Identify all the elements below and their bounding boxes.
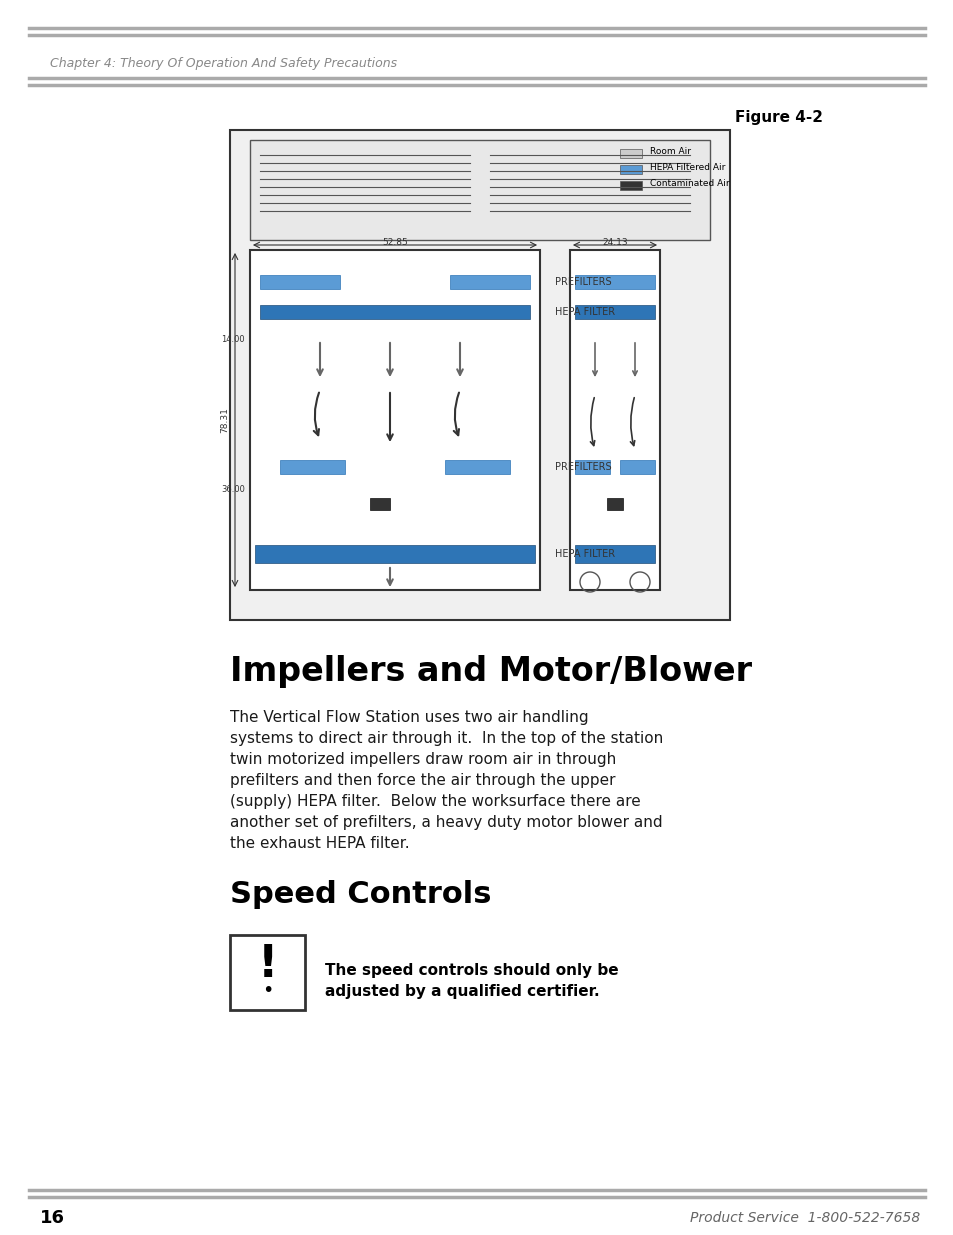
Text: 78.31: 78.31 [220, 408, 230, 433]
Text: Speed Controls: Speed Controls [230, 881, 491, 909]
Text: 52.85: 52.85 [382, 238, 408, 247]
Bar [619, 459, 655, 474]
Bar [575, 305, 655, 319]
Bar [606, 498, 622, 510]
Bar [280, 459, 345, 474]
Text: HEPA Filtered Air: HEPA Filtered Air [649, 163, 724, 172]
Text: HEPA FILTER: HEPA FILTER [555, 550, 615, 559]
Text: Chapter 4: Theory Of Operation And Safety Precautions: Chapter 4: Theory Of Operation And Safet… [50, 57, 396, 70]
Bar [230, 935, 305, 1010]
Bar [260, 305, 530, 319]
Bar [619, 182, 641, 190]
Text: Contaminated Air: Contaminated Air [649, 179, 729, 188]
Text: The speed controls should only be
adjusted by a qualified certifier.: The speed controls should only be adjust… [325, 963, 618, 999]
Text: The Vertical Flow Station uses two air handling
systems to direct air through it: The Vertical Flow Station uses two air h… [230, 710, 662, 851]
Bar [230, 130, 729, 620]
Bar [254, 545, 535, 563]
Text: PREFILTERS: PREFILTERS [555, 462, 611, 472]
Text: Impellers and Motor/Blower: Impellers and Motor/Blower [230, 655, 751, 688]
Bar [250, 140, 709, 240]
Bar [569, 249, 659, 590]
Text: 24.13: 24.13 [601, 238, 627, 247]
Bar [575, 275, 655, 289]
Bar [250, 249, 539, 590]
Bar [619, 149, 641, 158]
Text: !: ! [257, 944, 277, 986]
Bar [575, 545, 655, 563]
Text: Room Air: Room Air [649, 147, 690, 156]
Text: •: • [261, 981, 273, 1000]
Text: 14.00: 14.00 [221, 336, 245, 345]
Text: Figure 4-2: Figure 4-2 [734, 110, 822, 125]
Bar [260, 275, 339, 289]
Bar [575, 459, 609, 474]
Text: 16: 16 [40, 1209, 65, 1228]
Text: 36.00: 36.00 [221, 485, 245, 494]
Bar [444, 459, 510, 474]
Text: Product Service  1-800-522-7658: Product Service 1-800-522-7658 [689, 1212, 919, 1225]
Text: PREFILTERS: PREFILTERS [555, 277, 611, 287]
Bar [619, 165, 641, 174]
Bar [450, 275, 530, 289]
Bar [370, 498, 390, 510]
Text: HEPA FILTER: HEPA FILTER [555, 308, 615, 317]
